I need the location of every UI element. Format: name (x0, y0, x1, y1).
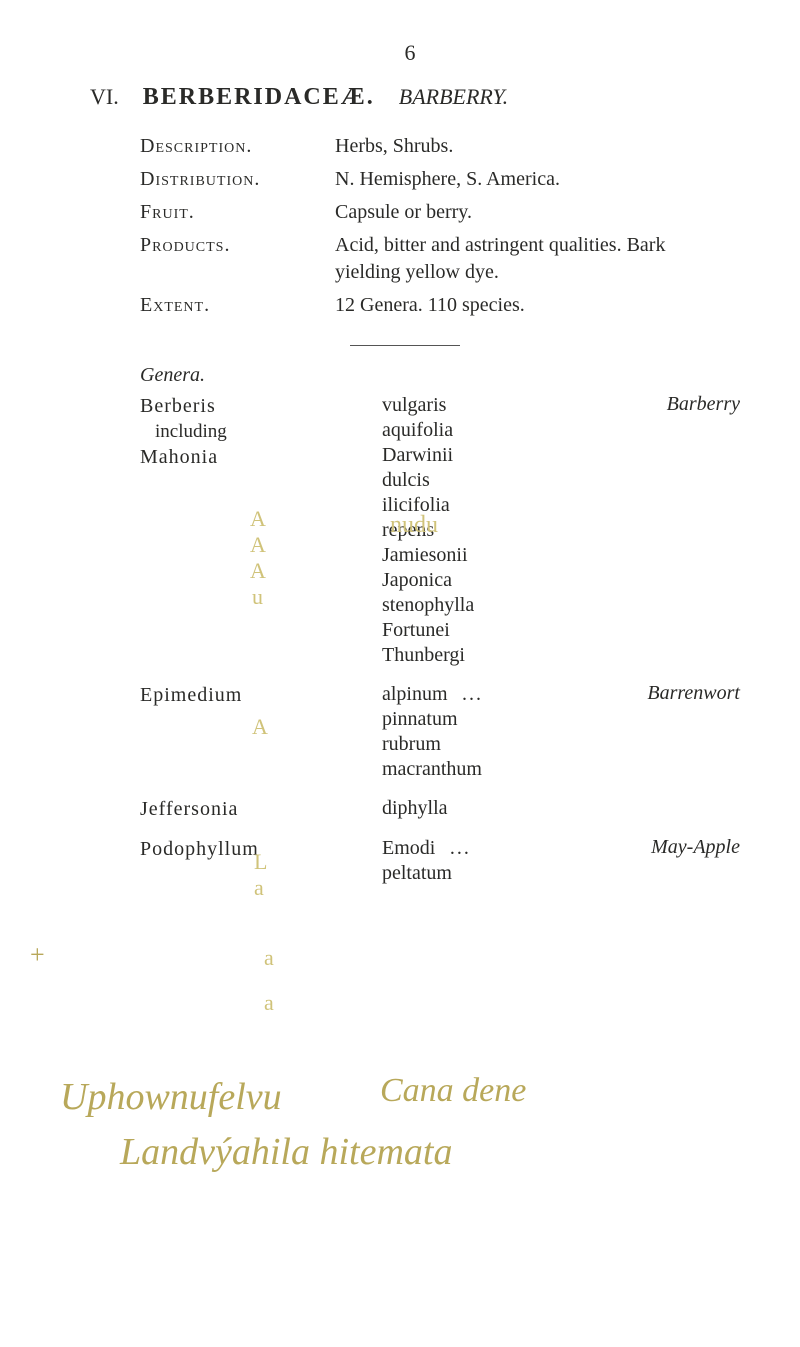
species-list: diphylla (382, 796, 730, 822)
family-name: BERBERIDACEÆ. (143, 84, 375, 110)
definitions: Description. Herbs, Shrubs. Distribution… (140, 133, 730, 319)
genera-heading: Genera. (140, 364, 730, 387)
annotation-mark: a (264, 990, 274, 1016)
genus-berberis: Berberis including Mahonia vulgaris aqui… (140, 393, 730, 668)
species: Darwinii (382, 443, 730, 468)
annotation-mark: + (30, 940, 45, 970)
genus-names: Podophyllum (140, 836, 382, 886)
species: Fortunei (382, 618, 730, 643)
species: Thunbergi (382, 643, 730, 668)
species-text: alpinum (382, 683, 448, 705)
species: stenophylla (382, 593, 730, 618)
leader-dots: ... (453, 682, 493, 707)
def-description: Description. Herbs, Shrubs. (140, 133, 730, 160)
english-name: Barrenwort (647, 682, 740, 705)
english-name: May-Apple (651, 836, 740, 859)
genus-name: Podophyllum (140, 836, 382, 862)
genus-names: Berberis including Mahonia (140, 393, 382, 668)
genus-names: Jeffersonia (140, 796, 382, 822)
def-term: Distribution. (140, 166, 335, 193)
def-fruit: Fruit. Capsule or berry. (140, 199, 730, 226)
def-value: Acid, bitter and astringent qualities. B… (335, 232, 730, 286)
annotation-cursive: Uphownufelvu (60, 1075, 282, 1119)
species-text: Emodi (382, 837, 435, 859)
genus-jeffersonia: Jeffersonia diphylla (140, 796, 730, 822)
def-term: Fruit. (140, 199, 335, 226)
genus-name: Epimedium (140, 682, 382, 708)
genus-epimedium: Epimedium alpinum ... pinnatum rubrum ma… (140, 682, 730, 782)
common-name: BARBERRY. (399, 84, 508, 109)
annotation-cursive: Cana dene (380, 1072, 526, 1110)
genus-name: Jeffersonia (140, 796, 382, 822)
annotation-mark: a (264, 945, 274, 971)
species: diphylla (382, 796, 730, 821)
species: rubrum (382, 732, 730, 757)
def-distribution: Distribution. N. Hemisphere, S. America. (140, 166, 730, 193)
def-term: Extent. (140, 292, 335, 319)
def-value: Herbs, Shrubs. (335, 133, 730, 160)
species-list: vulgaris aquifolia Darwinii dulcis ilici… (382, 393, 730, 668)
genus-sub: including (155, 419, 382, 444)
def-value: 12 Genera. 110 species. (335, 292, 730, 319)
def-products: Products. Acid, bitter and astringent qu… (140, 232, 730, 286)
divider (350, 345, 460, 346)
page-container: 6 VI. BERBERIDACEÆ. BARBERRY. Descriptio… (0, 0, 800, 934)
annotation-cursive: Landvýahila hitemata (120, 1130, 452, 1174)
def-value: N. Hemisphere, S. America. (335, 166, 730, 193)
leader-dots: ... (440, 836, 480, 861)
page-number: 6 (90, 40, 730, 66)
def-extent: Extent. 12 Genera. 110 species. (140, 292, 730, 319)
species: Japonica (382, 568, 730, 593)
genus-name: Mahonia (140, 444, 382, 470)
genus-podophyllum: Podophyllum Emodi ... peltatum May-Apple (140, 836, 730, 886)
species: ilicifolia (382, 493, 730, 518)
def-term: Products. (140, 232, 335, 286)
species: dulcis (382, 468, 730, 493)
english-name: Barberry (667, 393, 740, 416)
species: aquifolia (382, 418, 730, 443)
genus-name: Berberis (140, 393, 382, 419)
genus-names: Epimedium (140, 682, 382, 782)
species: macranthum (382, 757, 730, 782)
section-title: VI. BERBERIDACEÆ. BARBERRY. (90, 84, 730, 111)
species: Jamiesonii (382, 543, 730, 568)
def-value: Capsule or berry. (335, 199, 730, 226)
species: peltatum (382, 861, 730, 886)
species: pinnatum (382, 707, 730, 732)
def-term: Description. (140, 133, 335, 160)
species: repens (382, 518, 730, 543)
section-roman: VI. (90, 84, 119, 110)
